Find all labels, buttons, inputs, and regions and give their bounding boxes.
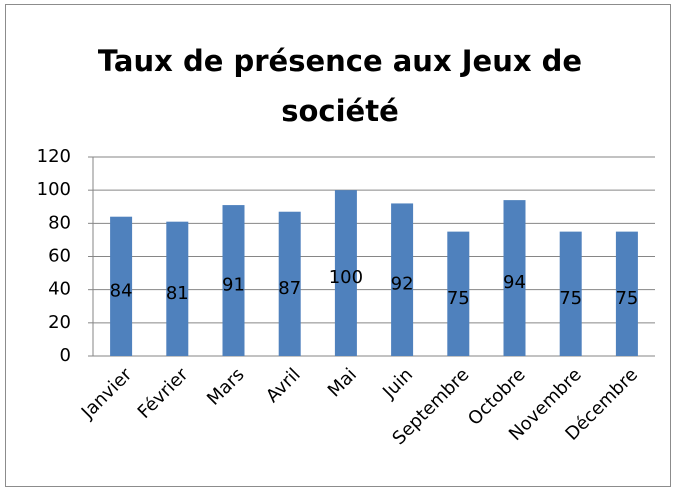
data-label: 84 bbox=[110, 280, 133, 301]
y-tick-label: 60 bbox=[48, 246, 71, 267]
data-label: 75 bbox=[615, 288, 638, 309]
chart-frame bbox=[5, 4, 671, 487]
x-tick-label: Juin bbox=[378, 364, 417, 403]
x-tick-label: Avril bbox=[262, 364, 305, 407]
data-label: 92 bbox=[391, 274, 414, 295]
data-label: 75 bbox=[447, 288, 470, 309]
bar bbox=[166, 221, 189, 356]
bar bbox=[391, 203, 414, 356]
bar bbox=[278, 211, 301, 356]
y-tick-label: 0 bbox=[60, 345, 71, 366]
bar bbox=[503, 200, 526, 356]
data-label: 91 bbox=[222, 275, 245, 296]
y-tick-label: 120 bbox=[37, 146, 71, 167]
bar bbox=[110, 216, 133, 356]
bar bbox=[559, 231, 582, 356]
x-tick-label: Mars bbox=[203, 364, 248, 409]
y-tick-label: 100 bbox=[37, 179, 71, 200]
data-label: 87 bbox=[278, 278, 301, 299]
data-label: 81 bbox=[166, 283, 189, 304]
y-tick-label: 40 bbox=[48, 279, 71, 300]
y-tick-label: 80 bbox=[48, 212, 71, 233]
data-label: 94 bbox=[503, 272, 526, 293]
data-label: 100 bbox=[329, 267, 363, 288]
x-tick-label: Mai bbox=[324, 364, 361, 401]
chart-title: Taux de présence aux Jeux de société bbox=[97, 44, 583, 128]
bar bbox=[615, 231, 638, 356]
x-tick-label: Février bbox=[134, 364, 193, 423]
bar bbox=[334, 190, 357, 356]
data-label: 75 bbox=[559, 288, 582, 309]
bar bbox=[222, 205, 245, 356]
x-tick-label: Janvier bbox=[77, 364, 137, 424]
y-tick-label: 20 bbox=[48, 312, 71, 333]
bar bbox=[447, 231, 470, 356]
